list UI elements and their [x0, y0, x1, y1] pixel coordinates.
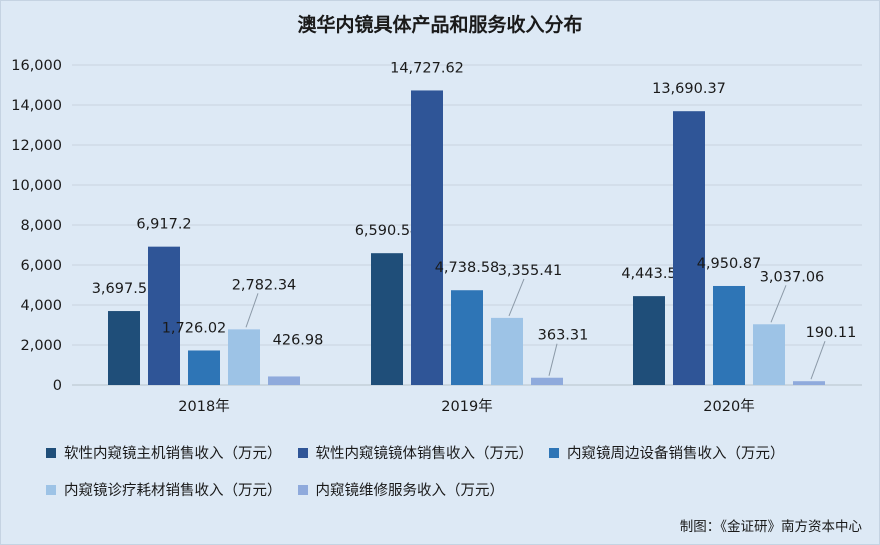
bar	[713, 285, 745, 385]
data-label: 6,917.2	[136, 217, 191, 233]
chart-legend: 软性内窥镜主机销售收入（万元） 软性内窥镜镜体销售收入（万元） 内窥镜周边设备销售收…	[46, 442, 866, 500]
bar	[108, 311, 140, 385]
legend-item: 内窥镜维修服务收入（万元）	[297, 479, 505, 500]
legend-swatch	[297, 447, 308, 458]
label-leader-line	[548, 343, 558, 376]
legend-item: 软性内窥镜主机销售收入（万元）	[46, 442, 282, 463]
chart-title: 澳华内镜具体产品和服务收入分布	[297, 14, 583, 36]
bar	[531, 377, 563, 385]
data-label: 1,726.02	[162, 320, 227, 336]
label-leader-line	[770, 285, 787, 323]
bar	[491, 317, 523, 385]
legend-item: 软性内窥镜镜体销售收入（万元）	[297, 442, 534, 463]
legend-swatch	[549, 447, 559, 458]
bar	[633, 296, 665, 385]
data-label: 2,782.34	[232, 277, 297, 293]
data-label: 4,950.87	[697, 256, 762, 272]
legend-label: 内窥镜维修服务收入（万元）	[315, 483, 505, 499]
y-tick-label: 16,000	[11, 58, 62, 74]
bar	[673, 111, 705, 385]
bar	[371, 253, 403, 385]
y-tick-label: 4,000	[20, 298, 62, 314]
data-label: 4,738.58	[435, 260, 500, 276]
y-tick-label: 14,000	[11, 98, 62, 114]
y-tick-label: 12,000	[11, 138, 62, 154]
bar	[451, 290, 483, 385]
bar	[793, 381, 825, 385]
data-label: 6,590.54	[355, 223, 420, 239]
bar-chart: 0 2,000 4,000 6,000 8,000 10,000 12,000 14,000 1…	[11, 58, 862, 415]
legend-swatch	[297, 484, 308, 495]
legend-item: 内窥镜诊疗耗材销售收入（万元）	[46, 479, 282, 500]
legend-label: 软性内窥镜镜体销售收入（万元）	[315, 446, 534, 462]
y-tick-label: 0	[53, 378, 62, 394]
data-label: 14,727.62	[390, 60, 464, 76]
data-label: 3,037.06	[760, 269, 825, 285]
credit-text: 制图：《金证研》南方资本中心	[679, 519, 862, 535]
bar	[148, 246, 180, 385]
data-label: 190.11	[806, 325, 857, 341]
legend-swatch	[46, 484, 56, 495]
bar	[188, 350, 220, 385]
label-leader-line	[508, 278, 525, 317]
legend-label: 内窥镜周边设备销售收入（万元）	[567, 446, 785, 462]
data-label: 13,690.37	[652, 81, 726, 97]
bar	[268, 376, 300, 385]
bar	[753, 324, 785, 385]
bar	[228, 329, 260, 385]
label-leader-line	[810, 341, 826, 380]
y-tick-label: 2,000	[20, 338, 62, 354]
data-label: 4,443.5	[621, 266, 676, 282]
data-label: 363.31	[538, 328, 589, 344]
y-tick-label: 6,000	[20, 258, 62, 274]
data-label: 3,697.57	[92, 281, 157, 297]
legend-label: 软性内窥镜主机销售收入（万元）	[64, 446, 282, 462]
legend-swatch	[46, 447, 56, 458]
y-tick-label: 8,000	[20, 218, 62, 234]
data-label: 426.98	[273, 332, 324, 348]
legend-item: 内窥镜周边设备销售收入（万元）	[549, 442, 785, 463]
x-tick-label: 2020年	[703, 398, 754, 415]
label-leader-line	[245, 293, 259, 328]
x-tick-label: 2019年	[441, 398, 492, 415]
bar	[411, 90, 443, 385]
data-label: 3,355.41	[498, 263, 563, 279]
y-tick-label: 10,000	[11, 178, 62, 194]
legend-label: 内窥镜诊疗耗材销售收入（万元）	[64, 483, 282, 499]
x-tick-label: 2018年	[178, 398, 229, 415]
